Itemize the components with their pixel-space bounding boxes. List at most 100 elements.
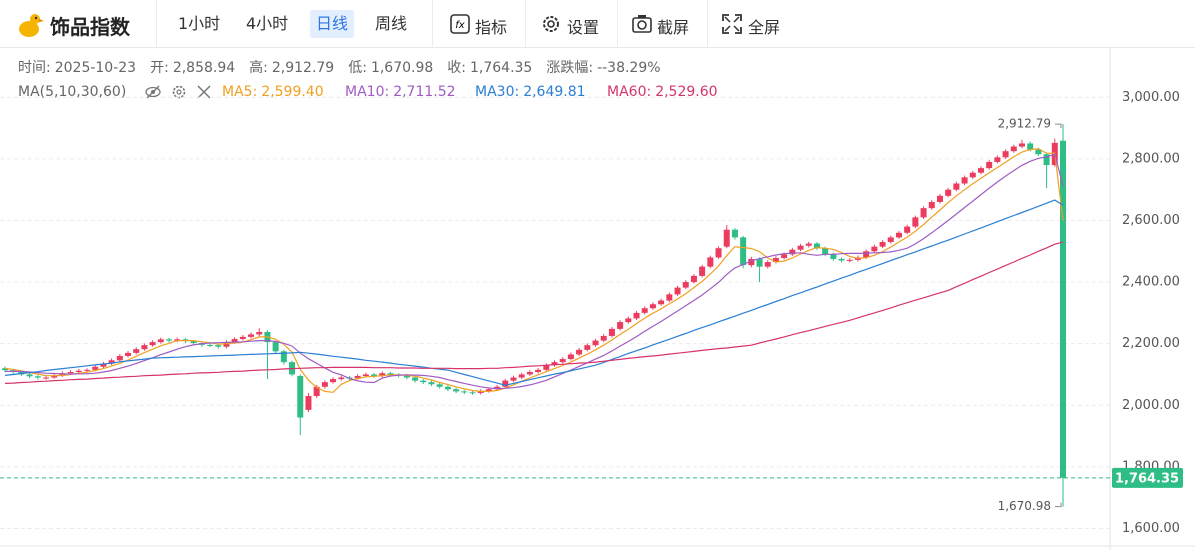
candle-body xyxy=(223,342,230,347)
candle-body xyxy=(141,345,148,350)
legend-entry: MA30: 2,649.81 xyxy=(475,84,586,100)
candle-body xyxy=(1043,154,1050,166)
candle-body xyxy=(469,392,476,394)
candle-body xyxy=(748,258,755,266)
candle-body xyxy=(125,352,132,356)
info-value: --38.29% xyxy=(597,60,661,76)
ma-close-icon[interactable] xyxy=(197,85,211,99)
candle-body xyxy=(740,237,747,266)
candle-body xyxy=(879,242,886,247)
candle-body xyxy=(321,382,328,387)
tool-button[interactable]: 指标 xyxy=(475,18,508,37)
y-tick-label: 2,800.00 xyxy=(1122,151,1180,166)
candle-body xyxy=(338,377,345,380)
separator xyxy=(707,0,708,48)
last-price-label: 1,764.35 xyxy=(1115,471,1179,486)
info-label: 低: xyxy=(348,60,367,76)
candle-body xyxy=(928,201,935,209)
candle-body xyxy=(190,341,197,344)
legend-value: 2,529.60 xyxy=(655,84,717,100)
app-title: 饰品指数 xyxy=(50,15,130,39)
high-annotation: 2,912.79 xyxy=(998,117,1051,131)
candle-body xyxy=(436,384,443,387)
candle-body xyxy=(600,335,607,341)
candle-body xyxy=(272,342,279,352)
candle-body xyxy=(781,254,788,259)
candle-body xyxy=(535,369,542,372)
y-tick-label: 1,600.00 xyxy=(1122,521,1180,536)
candle-body xyxy=(477,391,484,393)
candle-body xyxy=(207,344,214,346)
candle-body xyxy=(133,349,140,353)
candle-body xyxy=(682,282,689,288)
ma-line xyxy=(5,153,1064,390)
timeframe-button[interactable]: 周线 xyxy=(375,14,408,33)
candle-body xyxy=(772,258,779,263)
candle-body xyxy=(100,363,107,367)
candle-body xyxy=(863,251,870,258)
candle-body xyxy=(34,376,41,378)
separator xyxy=(525,0,526,48)
candle-body xyxy=(658,300,665,305)
tool-button[interactable]: 设置 xyxy=(567,18,600,37)
candle-body xyxy=(518,374,525,378)
candle-body xyxy=(764,262,771,267)
y-tick-label: 2,200.00 xyxy=(1122,336,1180,351)
candle-body xyxy=(731,229,738,238)
candle-body xyxy=(953,183,960,190)
candle-body xyxy=(379,373,386,376)
candle-body xyxy=(526,371,533,375)
legend-name: MA60: xyxy=(607,84,651,100)
ma-line xyxy=(4,148,1064,393)
info-value: 1,670.98 xyxy=(371,60,433,76)
candle-body xyxy=(1035,149,1042,155)
candle-body xyxy=(559,359,566,363)
ma-title: MA(5,10,30,60) xyxy=(18,84,126,100)
candle-body xyxy=(592,340,599,346)
timeframe-button[interactable]: 1小时 xyxy=(178,14,221,33)
legend-value: 2,599.40 xyxy=(261,84,323,100)
timeframe-button[interactable]: 日线 xyxy=(310,10,355,38)
candle-body xyxy=(174,339,181,341)
candle-body xyxy=(461,391,468,393)
legend-entry: MA60: 2,529.60 xyxy=(607,84,718,100)
candle-body xyxy=(715,248,722,258)
info-value: 2,858.94 xyxy=(173,60,235,76)
hide-icon[interactable] xyxy=(145,85,161,99)
candle-body xyxy=(805,243,812,246)
candle-body xyxy=(986,161,993,169)
timeframe-button[interactable]: 4小时 xyxy=(246,14,289,33)
settings-icon xyxy=(543,16,559,32)
tool-button[interactable]: 全屏 xyxy=(748,18,781,37)
candle-body xyxy=(822,248,829,255)
candle-body xyxy=(371,374,378,376)
candle-body xyxy=(977,168,984,173)
candle-body xyxy=(330,379,337,383)
candle-body xyxy=(543,365,550,370)
separator xyxy=(617,0,618,48)
info-value: 2,912.79 xyxy=(272,60,334,76)
candle-body xyxy=(428,382,435,385)
candle-body xyxy=(608,328,615,336)
candle-body xyxy=(1060,140,1066,478)
candle-body xyxy=(813,243,820,249)
candle-body xyxy=(403,375,410,378)
candle-body xyxy=(1010,146,1017,152)
info-label: 开: xyxy=(150,60,169,76)
candle-body xyxy=(362,374,369,376)
tool-button[interactable]: 截屏 xyxy=(657,18,690,37)
candle-body xyxy=(1027,143,1034,150)
candle-body xyxy=(994,157,1001,162)
candle-body xyxy=(723,229,730,247)
candle-body xyxy=(149,342,156,346)
candle-body xyxy=(830,254,837,259)
info-label: 时间: xyxy=(18,60,51,76)
candle-body xyxy=(666,294,673,301)
candle-body xyxy=(756,258,763,267)
candle-body xyxy=(453,389,460,392)
candle-body xyxy=(649,304,656,309)
ma-settings-icon[interactable] xyxy=(172,85,186,99)
candle-body xyxy=(239,336,246,340)
candle-body xyxy=(305,396,312,410)
